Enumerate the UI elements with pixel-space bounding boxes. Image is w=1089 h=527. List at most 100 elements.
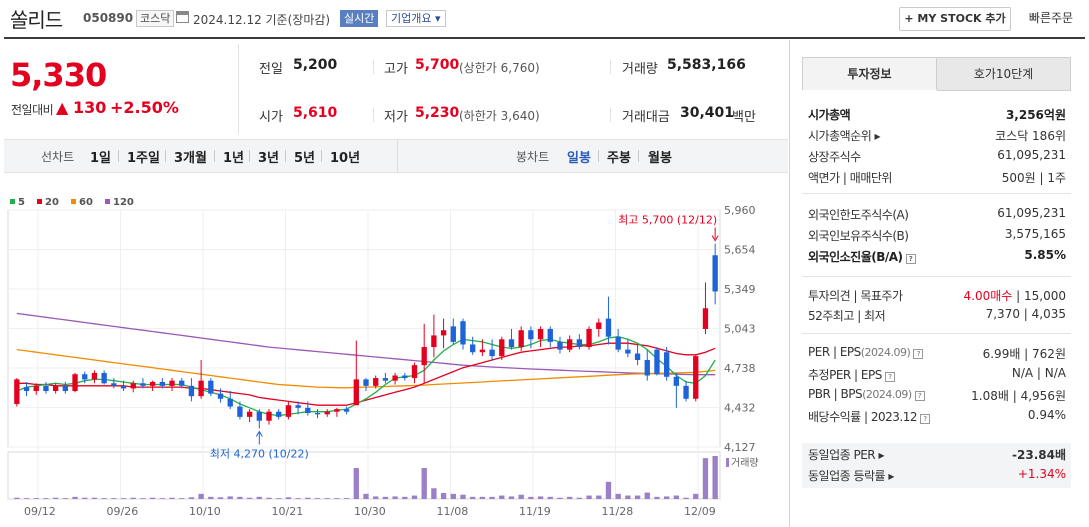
info-row-sub: (2024.09) xyxy=(862,388,912,401)
tab-order-book[interactable]: 호가10단계 xyxy=(936,57,1071,91)
realtime-button[interactable]: 실시간 xyxy=(340,10,379,27)
amount-unit: 백만 xyxy=(732,110,756,125)
candle-body xyxy=(324,411,330,415)
volume-bar xyxy=(421,468,427,499)
divider xyxy=(373,108,374,122)
info-row[interactable]: 시가총액순위 ▸ 코스닥 186위 xyxy=(808,127,1066,146)
company-overview-dropdown[interactable]: 기업개요 ▾ xyxy=(386,10,446,27)
candle-body xyxy=(91,372,98,380)
info-row-value-text: +1.34% xyxy=(1017,467,1066,481)
candle-body xyxy=(159,381,165,386)
tab-investment-info[interactable]: 투자정보 xyxy=(802,57,937,91)
candle-body xyxy=(586,328,592,348)
volume-bar xyxy=(440,492,447,499)
volume-bar xyxy=(198,493,204,499)
volume-bar xyxy=(43,498,49,499)
help-icon[interactable]: ? xyxy=(914,391,925,401)
period-1w[interactable]: 1주일 xyxy=(127,151,160,166)
info-row-value-text: | 15,000 xyxy=(1012,289,1066,303)
period-daily[interactable]: 일봉 xyxy=(567,151,591,166)
info-row-value-text: 0.94% xyxy=(1027,408,1066,422)
candle-body xyxy=(470,344,476,353)
candle-body xyxy=(625,349,631,354)
info-row-value: 3,575,165 xyxy=(1005,227,1066,241)
volume-bar xyxy=(140,498,146,499)
volume-bar xyxy=(411,495,418,499)
info-row-value: 1.08배 | 4,956원 xyxy=(971,387,1066,404)
help-icon[interactable]: ? xyxy=(905,254,916,264)
ma5-line xyxy=(16,336,716,417)
candle-body xyxy=(576,339,583,348)
candle-body xyxy=(343,409,350,412)
info-row-label: 52주최고 | 최저 xyxy=(808,307,886,324)
candle-body xyxy=(537,328,544,340)
period-1d[interactable]: 1일 xyxy=(90,151,112,166)
x-tick-label: 10/21 xyxy=(272,505,304,518)
period-3m[interactable]: 3개월 xyxy=(174,151,207,166)
candle-body xyxy=(169,380,175,386)
candle-body xyxy=(547,328,553,342)
info-row-value: 4.00매수 | 15,000 xyxy=(964,287,1066,304)
quick-order-button[interactable]: 빠른주문 xyxy=(1028,11,1074,25)
info-row: 시가총액 3,256억원 xyxy=(808,106,1066,125)
market-badge: 코스닥 xyxy=(136,10,175,27)
volume-bar xyxy=(489,496,495,499)
info-row-value: 500원 | 1주 xyxy=(1002,169,1066,186)
legend-swatch xyxy=(37,199,42,204)
divider xyxy=(285,150,286,162)
volume-bar xyxy=(547,496,553,499)
info-row-label-text: 동일업종 PER ▸ xyxy=(808,448,884,462)
info-row-value-text: 7,370 | 4,035 xyxy=(985,307,1066,321)
x-tick-label: 11/28 xyxy=(602,505,634,518)
volume-bar xyxy=(693,493,699,499)
info-row-label-text: PBR | BPS xyxy=(808,387,863,401)
volume-bar xyxy=(101,498,107,499)
info-row-value: 6.99배 | 762원 xyxy=(983,345,1066,362)
volume-frame xyxy=(7,451,721,500)
candle-body xyxy=(363,379,369,386)
period-5y[interactable]: 5년 xyxy=(294,151,316,166)
candle-body xyxy=(149,381,156,386)
info-row-label: 추정PER | EPS? xyxy=(808,366,895,383)
volume-bar xyxy=(343,498,350,499)
period-weekly[interactable]: 주봉 xyxy=(607,151,631,166)
info-row-label: PER | EPS(2024.09)? xyxy=(808,345,924,359)
info-row[interactable]: 동일업종 등락률 ▸ +1.34% xyxy=(808,467,1066,486)
volume-bar xyxy=(169,497,175,499)
volume-label: 거래량 xyxy=(731,457,759,469)
info-row-value: 7,370 | 4,035 xyxy=(986,307,1066,321)
candle-body xyxy=(489,349,495,357)
volume-bar xyxy=(246,497,253,499)
period-1y[interactable]: 1년 xyxy=(223,151,245,166)
candle-body xyxy=(14,379,20,404)
candlestick-chart[interactable]: 5 20 60 120 5,960 5,654 5,349 5,043 4,738 4,432 4,… xyxy=(4,190,788,525)
info-row-label-text: 상장주식수 xyxy=(808,150,861,164)
info-row-label: 배당수익률 | 2023.12? xyxy=(808,408,930,425)
info-row-value: +1.34% xyxy=(1018,467,1066,481)
candle-body xyxy=(605,318,612,337)
candle-body xyxy=(634,353,641,360)
amount-value: 30,401 xyxy=(680,105,735,121)
volume-bar xyxy=(23,498,30,499)
help-icon[interactable]: ? xyxy=(884,372,895,382)
stock-name: 쏠리드 xyxy=(10,8,63,32)
info-row-label-text: 동일업종 등락률 ▸ xyxy=(808,469,894,483)
candle-body xyxy=(198,380,204,397)
period-10y[interactable]: 10년 xyxy=(330,151,361,166)
help-icon[interactable]: ? xyxy=(920,414,930,424)
candle-body xyxy=(140,383,146,386)
volume-bar xyxy=(392,496,398,499)
period-3y[interactable]: 3년 xyxy=(258,151,280,166)
volume-bar xyxy=(634,495,641,499)
add-mystock-button[interactable]: + MY STOCK 추가 xyxy=(899,7,1011,31)
legend-swatch xyxy=(71,199,76,204)
info-row-label-text: 액면가 | 매매단위 xyxy=(808,171,892,185)
info-row-sub: (2024.09) xyxy=(860,346,911,359)
candle-body xyxy=(208,380,214,394)
min-annotation: 최저 4,270 (10/22) xyxy=(210,448,309,461)
help-icon[interactable]: ? xyxy=(913,349,924,359)
info-row[interactable]: 동일업종 PER ▸ -23.84배 xyxy=(808,446,1066,465)
period-monthly[interactable]: 월봉 xyxy=(648,151,672,166)
volume-bar xyxy=(518,494,524,499)
info-row: 52주최고 | 최저 7,370 | 4,035 xyxy=(808,307,1066,326)
